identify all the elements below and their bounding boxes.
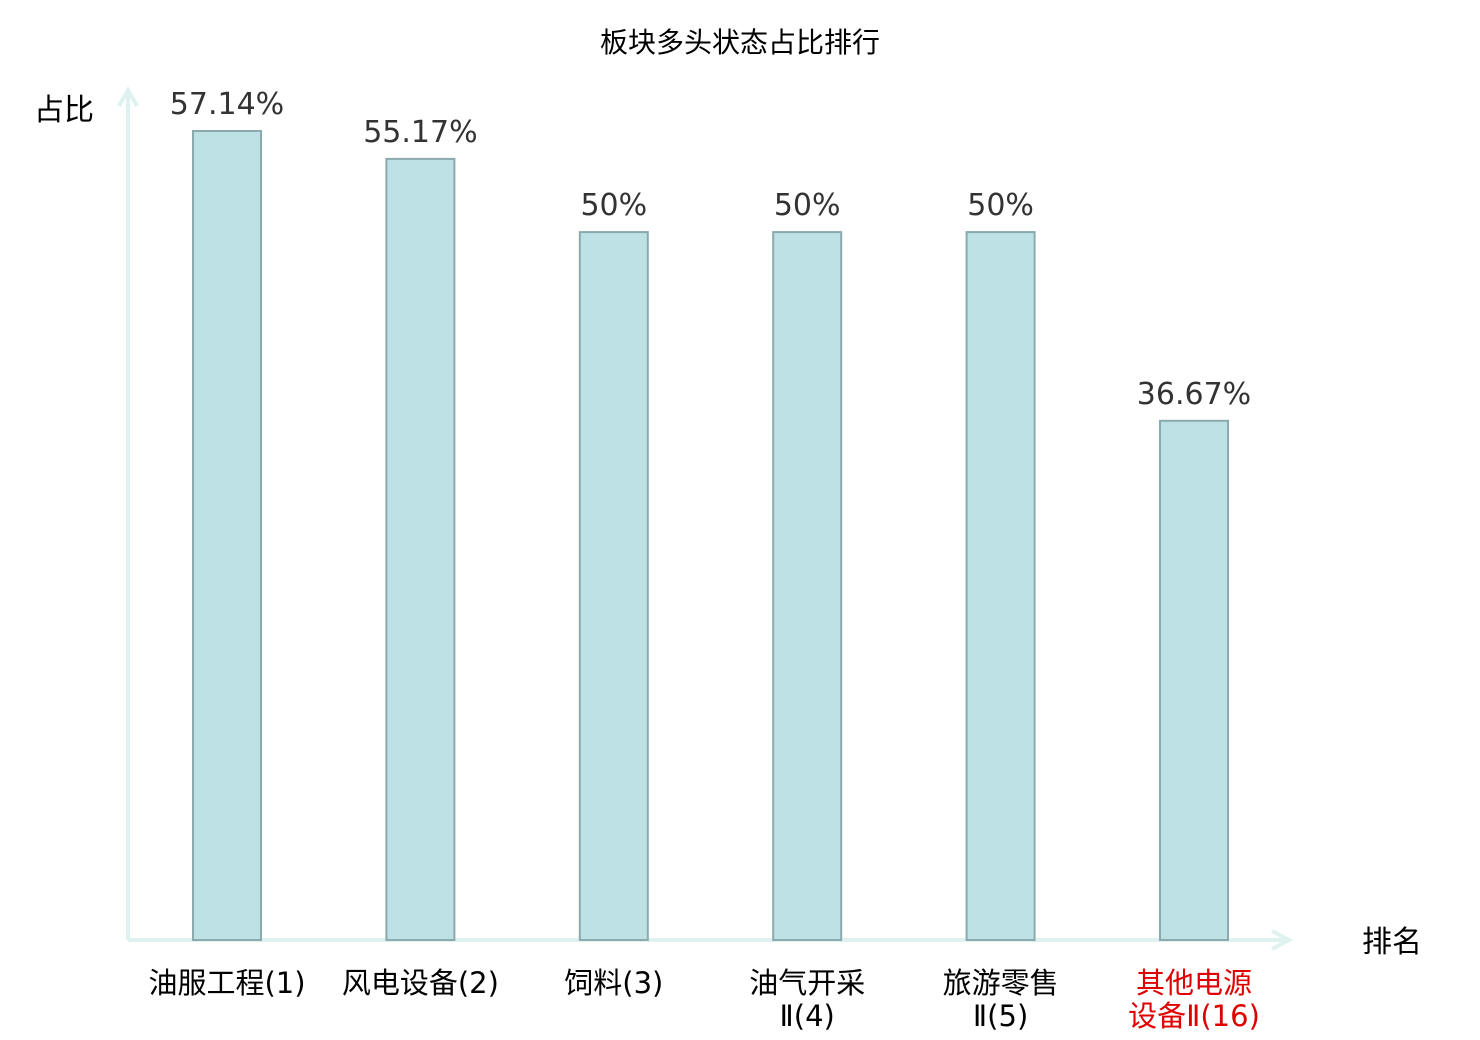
x-axis-label: 排名 <box>1362 925 1422 960</box>
category-label-1: 油服工程(1) <box>148 966 305 1000</box>
value-label-6: 36.67% <box>1137 377 1251 412</box>
category-label-6-line-1: 其他电源 <box>1136 966 1252 1000</box>
category-label-2: 风电设备(2) <box>342 966 499 1000</box>
y-axis-label: 占比 <box>34 93 94 128</box>
bars-group <box>192 130 1229 942</box>
bar-5 <box>965 231 1036 942</box>
bar-1 <box>192 130 262 941</box>
category-label-3: 饲料(3) <box>564 966 663 1000</box>
value-label-3: 50% <box>580 188 647 223</box>
category-label-4-line-2: Ⅱ(4) <box>780 999 835 1033</box>
bar-4 <box>772 231 843 942</box>
x-axis <box>128 929 1294 951</box>
y-axis <box>117 85 139 940</box>
category-label-5-line-1: 旅游零售 <box>943 966 1059 1000</box>
category-label-6-line-2: 设备Ⅱ(16) <box>1128 999 1260 1033</box>
bar-3 <box>578 231 649 942</box>
bar-2 <box>385 157 456 941</box>
bar-6 <box>1159 419 1229 941</box>
chart-title: 板块多头状态占比排行 <box>600 26 880 59</box>
value-label-2: 55.17% <box>363 115 477 150</box>
category-label-4-line-1: 油气开采 <box>749 966 865 1000</box>
value-label-4: 50% <box>774 188 841 223</box>
value-labels-group: 57.14% 55.17% 50% 50% 50% 36.67% <box>170 87 1251 412</box>
category-label-5-line-2: Ⅱ(5) <box>973 999 1028 1033</box>
value-label-5: 50% <box>967 188 1034 223</box>
value-label-1: 57.14% <box>170 87 284 122</box>
